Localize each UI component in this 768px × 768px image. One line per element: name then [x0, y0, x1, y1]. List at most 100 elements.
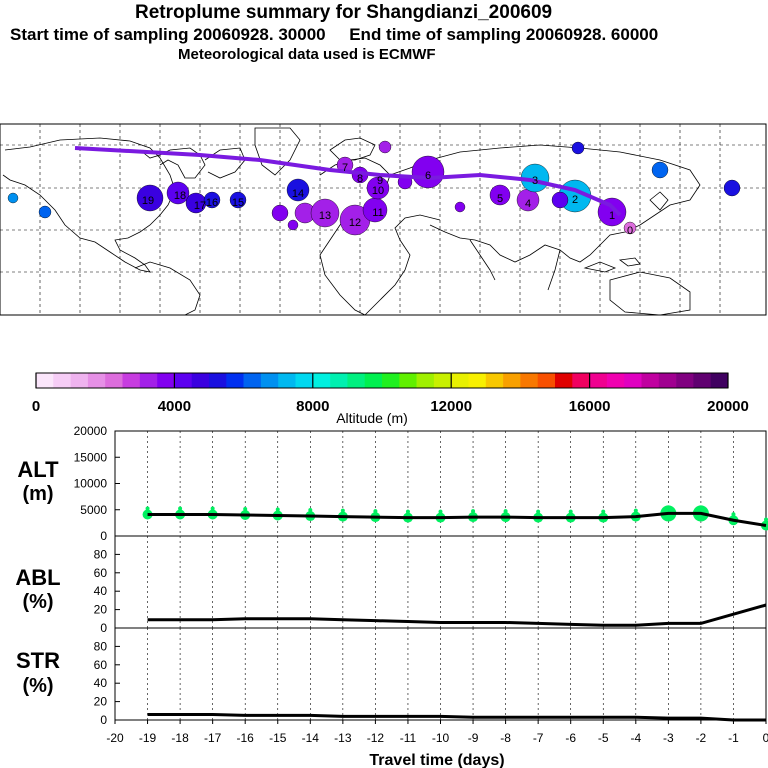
x-tick-label: -4 [630, 731, 641, 745]
colorbar-cell [209, 373, 227, 388]
colorbar-cell [537, 373, 556, 388]
alt-scatter-point [340, 508, 345, 513]
alt-scatter-point [405, 509, 410, 514]
alt-scatter-point [633, 508, 638, 513]
x-tick-label: -20 [106, 731, 124, 745]
x-tick-label: -3 [663, 731, 674, 745]
y-tick-label: 0 [100, 621, 107, 635]
colorbar-cell [122, 373, 141, 388]
alt-scatter-point [536, 509, 541, 514]
sampling-time-line: Start time of sampling 20060928. 30000 E… [10, 25, 659, 44]
alt-scatter-point [698, 505, 703, 510]
colorbar-cell [693, 373, 711, 388]
alt-scatter-point [764, 517, 768, 522]
y-tick-label: 20000 [74, 424, 108, 438]
y-tick-label: 80 [94, 547, 108, 561]
y-tick-label: 40 [94, 584, 108, 598]
colorbar-cell [139, 373, 158, 388]
x-tick-label: -1 [728, 731, 739, 745]
alt-scatter-point [308, 508, 313, 513]
colorbar-cell [641, 373, 660, 388]
colorbar-cell [451, 373, 469, 388]
plume-day-label: 13 [319, 210, 331, 222]
colorbar-cell [606, 373, 625, 388]
x-tick-label: -7 [533, 731, 544, 745]
colorbar-cell [624, 373, 642, 388]
plume-marker [310, 198, 340, 228]
colorbar-tick-label: 16000 [569, 398, 611, 415]
colorbar-tick-label: 12000 [430, 398, 472, 415]
y-tick-label: 20 [94, 695, 108, 709]
colorbar-cell [658, 373, 677, 388]
colorbar-cell [157, 373, 175, 388]
colorbar-cell [295, 373, 314, 388]
x-tick-label: 0 [763, 731, 768, 745]
plume-marker [7, 192, 19, 204]
str-unit: (%) [22, 675, 53, 697]
colorbar-cell [399, 373, 417, 388]
colorbar-cell [278, 373, 296, 388]
colorbar-cell [364, 373, 383, 388]
alt-scatter-point [438, 509, 443, 514]
x-tick-label: -10 [432, 731, 450, 745]
x-tick-label: -13 [334, 731, 352, 745]
alt-scatter-point [471, 509, 476, 514]
alt-scatter-point [568, 509, 573, 514]
plume-centroid-track [74, 146, 622, 217]
plume-day-label: 16 [206, 197, 218, 209]
chart-title: Retroplume summary for Shangdianzi_20060… [135, 2, 553, 23]
plume-day-label: 15 [232, 197, 244, 209]
colorbar-cell [710, 373, 729, 388]
alt-scatter-point [275, 507, 280, 512]
plume-day-label: 12 [349, 217, 361, 229]
colorbar-label: Altitude (m) [336, 410, 408, 426]
alt-scatter-point [243, 507, 248, 511]
plume-day-label: 18 [174, 190, 186, 202]
plume-marker [287, 219, 299, 231]
alt-label: ALT [17, 457, 59, 482]
alt-scatter-point [601, 509, 606, 514]
colorbar-cell [382, 373, 400, 388]
colorbar-cell [468, 373, 487, 388]
colorbar-cell [503, 373, 521, 388]
plume-markers [7, 140, 741, 236]
plume-day-label: 7 [342, 162, 348, 174]
y-tick-label: 40 [94, 676, 108, 690]
alt-scatter-point [145, 506, 150, 511]
plume-marker [651, 161, 669, 179]
altitude-colorbar: 0 4000 8000 12000 16000 20000 Altitude (m) [32, 372, 749, 426]
alt-scatter-point [210, 506, 215, 511]
met-data-line: Meteorological data used is ECMWF [178, 46, 436, 63]
x-axis-label: Travel time (days) [369, 752, 504, 768]
series-line-alt [147, 511, 767, 527]
plume-marker [378, 140, 392, 154]
y-tick-label: 20 [94, 603, 108, 617]
plume-marker [136, 184, 164, 212]
plume-marker [454, 201, 466, 213]
plume-marker [286, 178, 310, 202]
colorbar-cell [53, 373, 71, 388]
plume-marker [166, 181, 190, 205]
colorbar-cell [70, 373, 89, 388]
colorbar-cell [226, 373, 244, 388]
plume-marker [489, 184, 511, 206]
colorbar-cell [330, 373, 348, 388]
plume-day-label: 2 [572, 194, 578, 206]
y-tick-label: 60 [94, 658, 108, 672]
x-tick-label: -9 [468, 731, 479, 745]
x-tick-label: -6 [565, 731, 576, 745]
x-tick-label: -14 [302, 731, 320, 745]
colorbar-cell [36, 373, 54, 388]
x-tick-label: -2 [696, 731, 707, 745]
coastlines [2, 127, 701, 316]
plume-marker [411, 155, 445, 189]
colorbar-cell [87, 373, 106, 388]
plume-day-label: 8 [357, 173, 363, 185]
x-tick-label: -16 [237, 731, 255, 745]
plume-marker [623, 221, 637, 235]
plume-day-label: 4 [525, 198, 531, 210]
alt-scatter-point [666, 505, 671, 510]
x-tick-label: -5 [598, 731, 609, 745]
